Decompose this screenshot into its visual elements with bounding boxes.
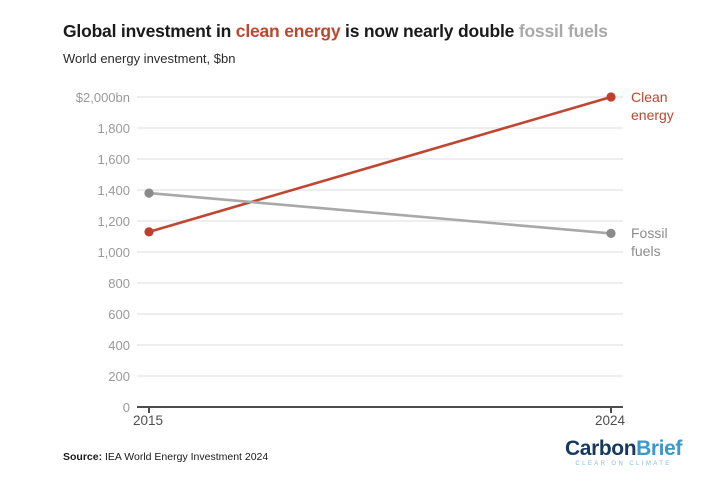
y-axis-tick-label: 600 bbox=[108, 307, 130, 322]
source-label: Source: bbox=[63, 451, 103, 463]
data-point-clean-energy bbox=[144, 227, 154, 237]
series-label-fossil-fuels: Fossil fuels bbox=[631, 225, 668, 260]
data-point-fossil-fuels bbox=[606, 228, 616, 238]
chart-title: Global investment in clean energy is now… bbox=[63, 21, 683, 43]
series-label-clean-energy: Clean energy bbox=[631, 89, 674, 123]
title-segment-clean-energy: clean energy bbox=[235, 21, 341, 41]
title-segment-fossil-fuels: fossil fuels bbox=[518, 21, 608, 41]
y-axis-tick-label: 400 bbox=[108, 338, 130, 353]
gridline bbox=[137, 251, 623, 253]
y-axis-tick-label: 1,400 bbox=[97, 183, 130, 198]
y-axis-tick-label: 0 bbox=[122, 400, 130, 415]
gridline bbox=[137, 344, 623, 346]
data-point-clean-energy bbox=[606, 92, 616, 102]
title-segment: Global investment in bbox=[63, 21, 236, 41]
y-axis-tick-label: 1,000 bbox=[97, 245, 130, 260]
logo-part-carbon: Carbon bbox=[565, 437, 637, 460]
gridline bbox=[137, 127, 623, 129]
gridline bbox=[137, 220, 623, 222]
data-line-clean-energy bbox=[148, 95, 612, 234]
x-axis-tick bbox=[610, 408, 612, 413]
source-text: IEA World Energy Investment 2024 bbox=[102, 451, 269, 463]
y-axis-tick-label: 1,800 bbox=[97, 121, 130, 136]
gridline bbox=[137, 375, 623, 377]
data-point-fossil-fuels bbox=[144, 188, 154, 198]
x-axis-tick-label: 2024 bbox=[594, 413, 626, 428]
x-axis-line bbox=[137, 406, 623, 408]
x-axis-tick-label: 2015 bbox=[132, 413, 164, 428]
gridline bbox=[137, 313, 623, 315]
logo-part-brief: Brief bbox=[636, 437, 682, 460]
logo-tagline: CLEAR ON CLIMATE bbox=[575, 461, 672, 467]
x-axis-tick bbox=[148, 408, 150, 413]
y-axis-tick-label: $2,000bn bbox=[75, 90, 130, 105]
y-axis-tick-label: 200 bbox=[108, 369, 130, 384]
gridline bbox=[137, 96, 623, 98]
chart-subtitle: World energy investment, $bn bbox=[63, 50, 236, 66]
carbonbrief-logo: CarbonBrief CLEAR ON CLIMATE bbox=[565, 438, 682, 468]
source-note: Source: IEA World Energy Investment 2024 bbox=[63, 451, 268, 463]
data-line-fossil-fuels bbox=[148, 191, 612, 235]
gridline bbox=[137, 189, 623, 191]
gridline bbox=[137, 158, 623, 160]
gridline bbox=[137, 282, 623, 284]
carbonbrief-wordmark: CarbonBrief bbox=[565, 438, 682, 460]
y-axis-tick-label: 1,200 bbox=[97, 214, 130, 229]
y-axis-tick-label: 800 bbox=[108, 276, 130, 291]
title-segment: is now nearly double bbox=[340, 21, 519, 41]
y-axis-tick-label: 1,600 bbox=[97, 152, 130, 167]
chart-header: Global investment in clean energy is now… bbox=[63, 21, 683, 66]
